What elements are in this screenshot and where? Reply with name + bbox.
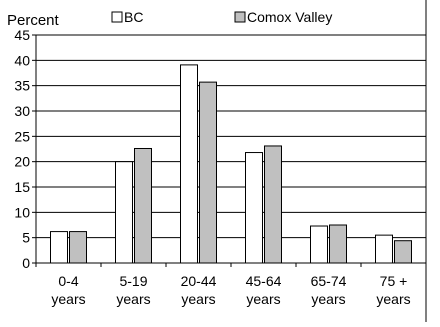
x-tick-label: 0-4 years: [51, 273, 85, 307]
y-tick-label: 25: [14, 128, 30, 144]
y-tick-label: 10: [14, 204, 30, 220]
bar-comox-valley: [394, 240, 412, 264]
bar-comox-valley: [199, 81, 217, 264]
bar-bc: [115, 161, 133, 264]
gridlines: [36, 34, 426, 239]
y-tick-label: 5: [22, 230, 30, 246]
bar-bc: [245, 152, 263, 264]
legend-label: Comox Valley: [247, 9, 332, 25]
y-tick-label: 40: [14, 52, 30, 68]
y-axis-ticks: 0 5 10 15 20 25 30 35 40 45: [14, 27, 36, 271]
bars: [50, 64, 412, 264]
bar-bc: [50, 231, 68, 264]
y-tick-label: 45: [14, 27, 30, 43]
x-tick-label: 5-19 years: [116, 273, 150, 307]
bar-comox-valley: [69, 231, 87, 264]
bar-comox-valley: [134, 147, 152, 264]
y-tick-label: 30: [14, 103, 30, 119]
legend-swatch: [111, 11, 123, 23]
x-tick-label: 65-74 years: [311, 273, 347, 307]
y-axis-label: Percent: [7, 12, 60, 29]
bar-bc: [180, 64, 198, 264]
bar-bc: [375, 234, 393, 264]
bar-bc: [310, 225, 328, 264]
y-tick-label: 20: [14, 154, 30, 170]
legend-label: BC: [124, 9, 143, 25]
y-tick-label: 15: [14, 179, 30, 195]
y-tick-label: 35: [14, 78, 30, 94]
bar-comox-valley: [329, 224, 347, 264]
y-tick-label: 0: [22, 255, 30, 271]
legend-swatch: [234, 11, 246, 23]
x-axis-ticks: 0-4 years 5-19 years 20-44 years 45-64 years 65-…: [35, 263, 427, 307]
x-tick-label: 75 + years: [376, 273, 410, 307]
bar-comox-valley: [264, 145, 282, 264]
x-tick-label: 20-44 years: [181, 273, 217, 307]
legend: BC Comox Valley: [111, 9, 332, 25]
x-tick-label: 45-64 years: [246, 273, 282, 307]
